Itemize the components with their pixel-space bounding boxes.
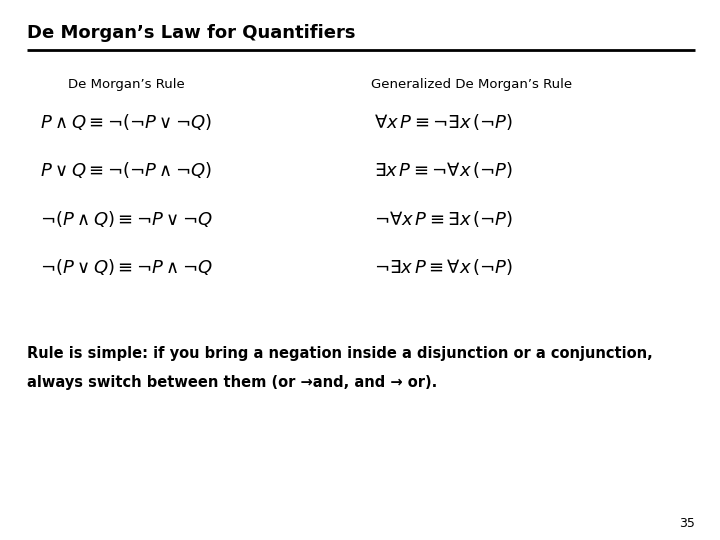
Text: $P \wedge Q \equiv \neg(\neg P \vee \neg Q)$: $P \wedge Q \equiv \neg(\neg P \vee \neg… <box>40 111 212 132</box>
Text: always switch between them (or →and, and → or).: always switch between them (or →and, and… <box>27 375 438 390</box>
Text: $\neg\exists x\, P \equiv \forall x\,(\neg P)$: $\neg\exists x\, P \equiv \forall x\,(\n… <box>374 257 513 278</box>
Text: De Morgan’s Law for Quantifiers: De Morgan’s Law for Quantifiers <box>27 24 356 42</box>
Text: $P \vee Q \equiv \neg(\neg P \wedge \neg Q)$: $P \vee Q \equiv \neg(\neg P \wedge \neg… <box>40 160 212 180</box>
Text: 35: 35 <box>679 517 695 530</box>
Text: Rule is simple: if you bring a negation inside a disjunction or a conjunction,: Rule is simple: if you bring a negation … <box>27 346 653 361</box>
Text: $\neg(P \vee Q) \equiv \neg P \wedge \neg Q$: $\neg(P \vee Q) \equiv \neg P \wedge \ne… <box>40 257 212 278</box>
Text: De Morgan’s Rule: De Morgan’s Rule <box>68 78 184 91</box>
Text: Generalized De Morgan’s Rule: Generalized De Morgan’s Rule <box>371 78 572 91</box>
Text: $\forall x\, P \equiv \neg\exists x\,(\neg P)$: $\forall x\, P \equiv \neg\exists x\,(\n… <box>374 111 513 132</box>
Text: $\exists x\, P \equiv \neg\forall x\,(\neg P)$: $\exists x\, P \equiv \neg\forall x\,(\n… <box>374 160 513 180</box>
Text: $\neg\forall x\, P \equiv \exists x\,(\neg P)$: $\neg\forall x\, P \equiv \exists x\,(\n… <box>374 208 513 229</box>
Text: $\neg(P \wedge Q) \equiv \neg P \vee \neg Q$: $\neg(P \wedge Q) \equiv \neg P \vee \ne… <box>40 208 212 229</box>
